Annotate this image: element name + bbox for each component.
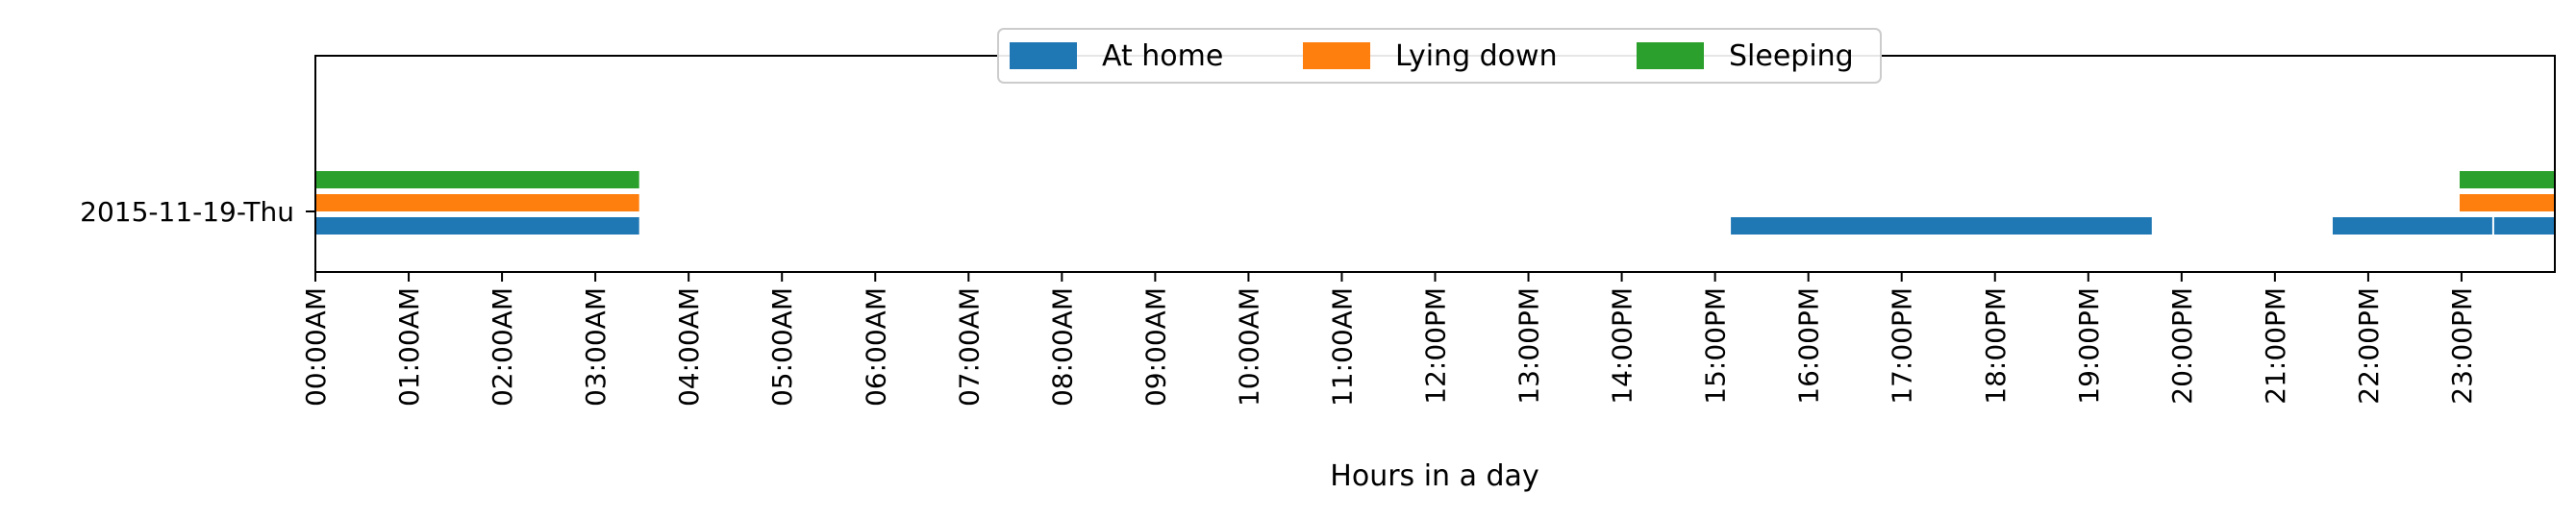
bar-at-home-2 <box>2333 217 2492 235</box>
x-tick-label-13: 13:00PM <box>1513 287 1545 405</box>
legend-swatch-0 <box>1010 42 1077 69</box>
x-tick-label-15: 15:00PM <box>1700 287 1732 405</box>
bar-at-home-3 <box>2493 217 2555 235</box>
legend-label-2: Sleeping <box>1729 39 1854 73</box>
y-tick-label-0: 2015-11-19-Thu <box>80 196 294 228</box>
bar-at-home-0 <box>315 217 639 235</box>
x-tick-label-16: 16:00PM <box>1793 287 1825 405</box>
bar-lying-down-0 <box>315 194 639 211</box>
x-tick-label-23: 23:00PM <box>2446 287 2478 405</box>
plot-background <box>315 56 2555 272</box>
legend-swatch-2 <box>1637 42 1704 69</box>
x-tick-label-7: 07:00AM <box>953 287 985 407</box>
x-tick-label-17: 17:00PM <box>1887 287 1918 405</box>
x-tick-label-2: 02:00AM <box>487 287 518 407</box>
x-tick-label-21: 21:00PM <box>2260 287 2291 405</box>
x-tick-label-12: 12:00PM <box>1420 287 1452 405</box>
x-tick-label-18: 18:00PM <box>1980 287 2012 405</box>
x-tick-label-3: 03:00AM <box>580 287 612 407</box>
x-tick-label-5: 05:00AM <box>766 287 798 407</box>
x-tick-label-10: 10:00AM <box>1233 287 1264 407</box>
x-tick-label-22: 22:00PM <box>2353 287 2385 405</box>
x-tick-label-9: 09:00AM <box>1139 287 1171 407</box>
x-tick-label-0: 00:00AM <box>300 287 332 407</box>
legend: At home Lying down Sleeping <box>997 28 1882 84</box>
x-tick-label-6: 06:00AM <box>860 287 891 407</box>
legend-label-1: Lying down <box>1395 39 1558 73</box>
x-axis: 00:00AM 01:00AM 02:00AM 03:00AM 04:00AM 05:00… <box>300 272 2478 407</box>
legend-label-0: At home <box>1102 39 1223 73</box>
bar-at-home-1 <box>1731 217 2152 235</box>
x-tick-label-20: 20:00PM <box>2166 287 2198 405</box>
bar-sleeping-1 <box>2460 171 2555 188</box>
legend-swatch-1 <box>1303 42 1370 69</box>
bar-lying-down-1 <box>2460 194 2555 211</box>
bar-layer <box>315 171 2555 235</box>
bar-sleeping-0 <box>315 171 639 188</box>
x-tick-label-11: 11:00AM <box>1326 287 1358 407</box>
x-tick-label-14: 14:00PM <box>1607 287 1638 405</box>
x-tick-label-8: 08:00AM <box>1046 287 1078 407</box>
y-axis: 2015-11-19-Thu <box>80 196 315 228</box>
x-tick-label-19: 19:00PM <box>2073 287 2105 405</box>
x-tick-label-4: 04:00AM <box>673 287 705 407</box>
x-axis-label: Hours in a day <box>1330 459 1538 493</box>
x-tick-label-1: 01:00AM <box>393 287 425 407</box>
